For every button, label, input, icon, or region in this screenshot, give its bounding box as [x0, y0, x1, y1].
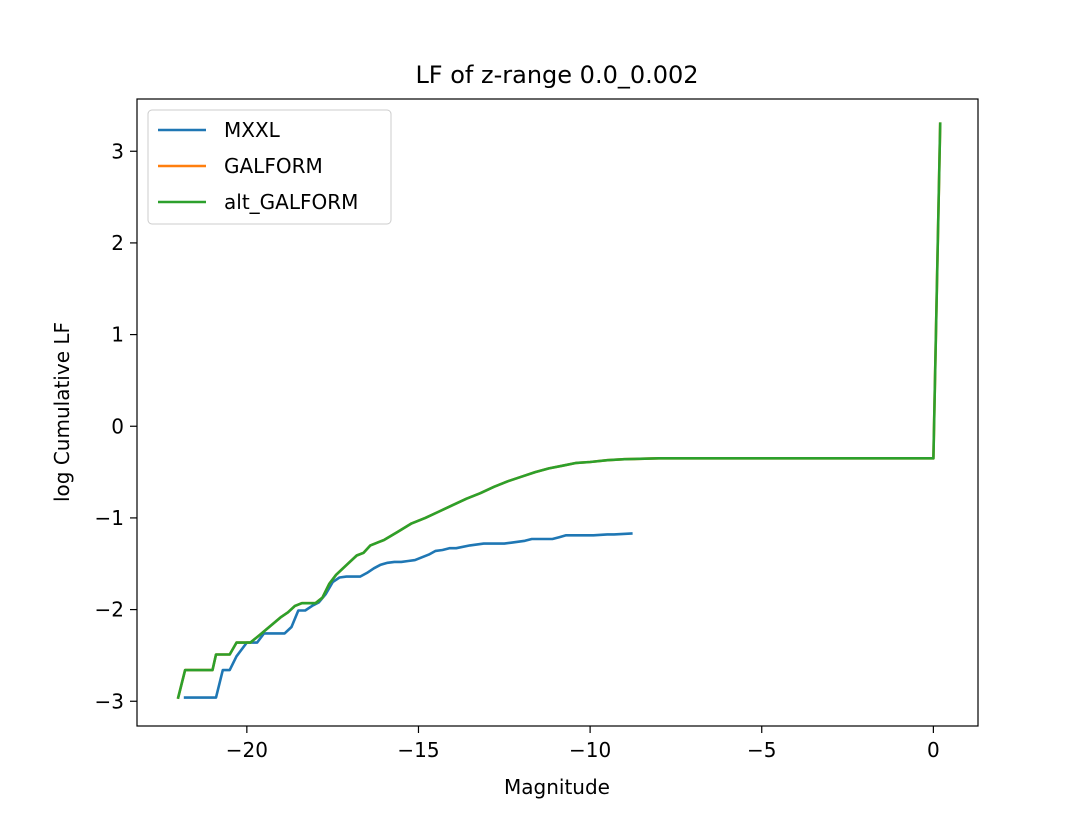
legend-label: MXXL	[224, 118, 281, 142]
y-tick-label: 2	[111, 231, 124, 255]
legend-label: alt_GALFORM	[224, 190, 358, 214]
y-tick-label: −1	[95, 506, 124, 530]
legend-label: GALFORM	[224, 154, 323, 178]
y-tick-label: 0	[111, 414, 124, 438]
y-tick-label: −3	[95, 689, 124, 713]
x-axis-label: Magnitude	[504, 775, 610, 799]
x-tick-label: −10	[569, 738, 611, 762]
x-tick-label: 0	[927, 738, 940, 762]
x-tick-label: −5	[747, 738, 776, 762]
y-tick-label: −2	[95, 598, 124, 622]
chart-title: LF of z-range 0.0_0.002	[415, 61, 698, 89]
y-tick-label: 3	[111, 139, 124, 163]
legend: MXXL GALFORM alt_GALFORM	[148, 110, 391, 224]
y-tick-label: 1	[111, 323, 124, 347]
y-axis-label: log Cumulative LF	[50, 322, 74, 502]
x-tick-label: −20	[226, 738, 268, 762]
x-tick-label: −15	[397, 738, 439, 762]
